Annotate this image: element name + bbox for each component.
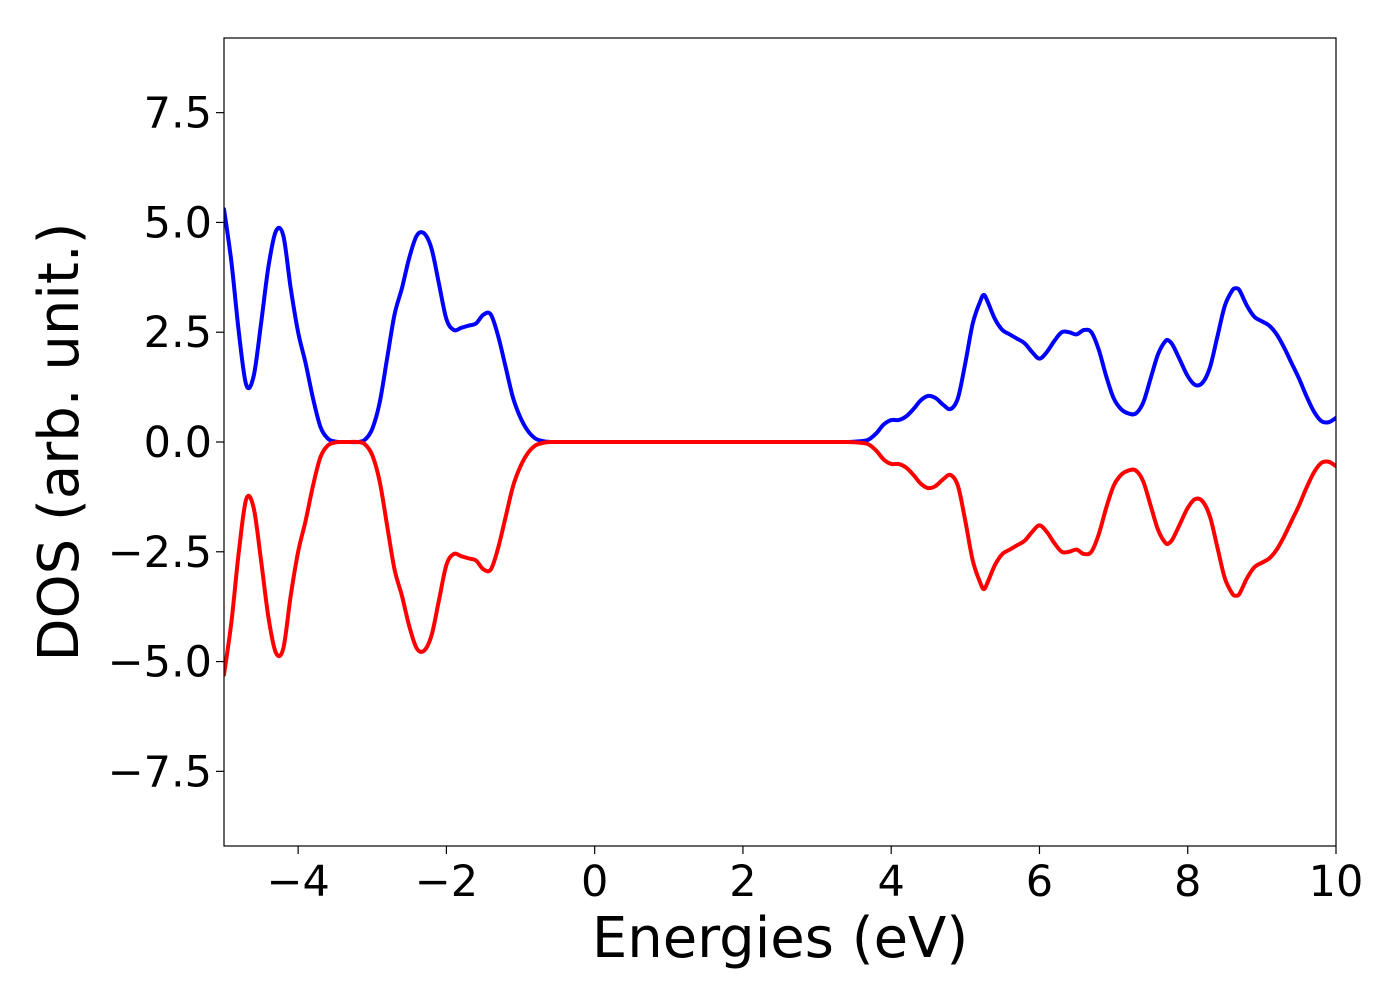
- y-tick-label: 5.0: [144, 198, 212, 248]
- y-axis-ticks: 7.5 5.0 2.5 0.0 −2.5 −5.0 −7.5: [108, 89, 224, 797]
- y-tick-label: −2.5: [108, 528, 212, 578]
- y-tick-label: 7.5: [144, 89, 212, 139]
- y-tick-label: −5.0: [108, 638, 212, 688]
- x-tick-label: −4: [266, 857, 329, 907]
- y-tick-label: 0.0: [144, 418, 212, 468]
- x-tick-label: −2: [415, 857, 478, 907]
- series-line-2: [224, 439, 1336, 677]
- x-tick-label: 2: [729, 857, 756, 907]
- x-axis-label: Energies (eV): [592, 906, 968, 971]
- x-tick-label: 10: [1309, 857, 1364, 907]
- x-tick-label: 4: [878, 857, 905, 907]
- y-tick-label: 2.5: [144, 308, 212, 358]
- series-layer: [224, 207, 1336, 677]
- x-tick-label: 8: [1174, 857, 1201, 907]
- x-tick-label: 6: [1026, 857, 1053, 907]
- x-axis-ticks: −4 −2 0 2 4 6 8 10: [266, 846, 1363, 907]
- x-tick-label: 0: [581, 857, 608, 907]
- series-line-1: [224, 207, 1336, 445]
- y-tick-label: −7.5: [108, 747, 212, 797]
- y-axis-label: DOS (arb. unit.): [27, 222, 92, 661]
